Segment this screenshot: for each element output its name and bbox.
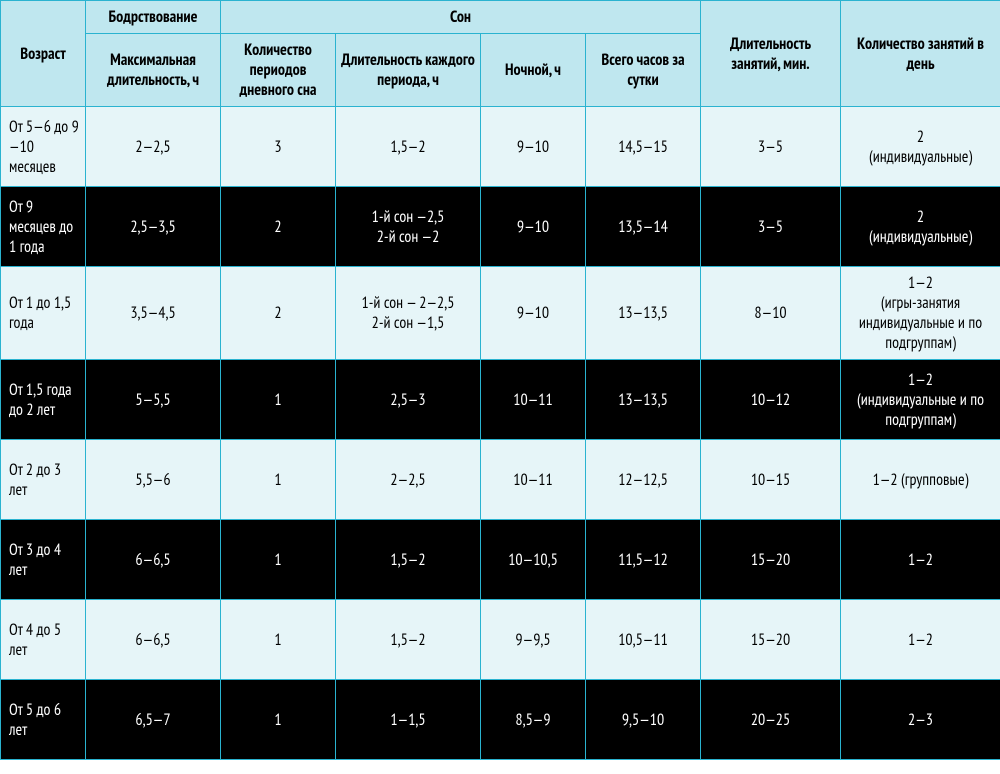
cell-age: От 2 до 3 лет <box>1 440 86 520</box>
table-row: От 3 до 4 лет6—6,511,5—210—10,511,5—1215… <box>1 520 1000 600</box>
cell-lesson_count: 1—2(индивидуальные и по подгруппам) <box>841 360 1000 440</box>
cell-wake_max: 2—2,5 <box>86 107 221 187</box>
cell-lesson_duration: 15—20 <box>701 600 841 680</box>
cell-total: 14,5—15 <box>586 107 701 187</box>
cell-lesson_count: 2(индивидуальные) <box>841 107 1000 187</box>
cell-lesson_count: 2(индивидуальные) <box>841 187 1000 267</box>
cell-nap_count: 3 <box>221 107 336 187</box>
cell-age: От 3 до 4 лет <box>1 520 86 600</box>
cell-total: 13—13,5 <box>586 360 701 440</box>
cell-night: 9—10 <box>481 267 586 360</box>
cell-nap_duration: 1,5—2 <box>336 520 481 600</box>
cell-night: 10—10,5 <box>481 520 586 600</box>
col-header-night: Ночной, ч <box>481 34 586 107</box>
cell-night: 10—11 <box>481 440 586 520</box>
cell-lesson_count: 1—2 (групповые) <box>841 440 1000 520</box>
table-row: От 2 до 3 лет5,5—612—2,510—1112—12,510—1… <box>1 440 1000 520</box>
cell-age: От 5—6 до 9—10 месяцев <box>1 107 86 187</box>
cell-nap_duration: 1-й сон —2,52-й сон —2 <box>336 187 481 267</box>
table-header: Возраст Бодрствование Сон Длительность з… <box>1 1 1000 107</box>
cell-nap_duration: 2,5—3 <box>336 360 481 440</box>
cell-nap_duration: 1—1,5 <box>336 680 481 760</box>
cell-night: 10—11 <box>481 360 586 440</box>
cell-nap_duration: 1,5—2 <box>336 107 481 187</box>
cell-age: От 4 до 5 лет <box>1 600 86 680</box>
cell-lesson_count: 1—2 <box>841 520 1000 600</box>
cell-wake_max: 5—5,5 <box>86 360 221 440</box>
col-header-total: Всего часов за сутки <box>586 34 701 107</box>
col-header-nap-count: Количество периодов дневного сна <box>221 34 336 107</box>
cell-lesson_count: 1—2 <box>841 600 1000 680</box>
cell-lesson_count: 1—2(игры-занятия индивидуальные и по под… <box>841 267 1000 360</box>
cell-nap_count: 2 <box>221 187 336 267</box>
cell-total: 13,5—14 <box>586 187 701 267</box>
cell-lesson_duration: 20—25 <box>701 680 841 760</box>
cell-nap_count: 2 <box>221 267 336 360</box>
cell-nap_count: 1 <box>221 680 336 760</box>
cell-nap_count: 1 <box>221 440 336 520</box>
cell-total: 10,5—11 <box>586 600 701 680</box>
cell-lesson_duration: 8—10 <box>701 267 841 360</box>
col-header-wake-max: Максимальная длительность, ч <box>86 34 221 107</box>
cell-nap_duration: 1-й сон — 2—2,52-й сон —1,5 <box>336 267 481 360</box>
cell-total: 11,5—12 <box>586 520 701 600</box>
col-header-nap-duration: Длительность каждого периода, ч <box>336 34 481 107</box>
table-row: От 5 до 6 лет6,5—711—1,58,5—99,5—1020—25… <box>1 680 1000 760</box>
col-header-lesson-duration: Длительность занятий, мин. <box>701 1 841 107</box>
cell-night: 9—10 <box>481 107 586 187</box>
col-header-lesson-count: Количество занятий в день <box>841 1 1000 107</box>
cell-wake_max: 6—6,5 <box>86 600 221 680</box>
cell-lesson_count: 2—3 <box>841 680 1000 760</box>
cell-age: От 1 до 1,5 года <box>1 267 86 360</box>
table-row: От 5—6 до 9—10 месяцев2—2,531,5—29—1014,… <box>1 107 1000 187</box>
cell-night: 9—10 <box>481 187 586 267</box>
sleep-schedule-table-container: Возраст Бодрствование Сон Длительность з… <box>0 0 1000 760</box>
cell-wake_max: 2,5—3,5 <box>86 187 221 267</box>
cell-age: От 9 месяцев до 1 года <box>1 187 86 267</box>
cell-total: 13—13,5 <box>586 267 701 360</box>
cell-nap_duration: 1,5—2 <box>336 600 481 680</box>
cell-lesson_duration: 10—12 <box>701 360 841 440</box>
cell-wake_max: 6—6,5 <box>86 520 221 600</box>
table-row: От 1 до 1,5 года3,5—4,521-й сон — 2—2,52… <box>1 267 1000 360</box>
cell-night: 8,5—9 <box>481 680 586 760</box>
cell-nap_count: 1 <box>221 520 336 600</box>
cell-nap_duration: 2—2,5 <box>336 440 481 520</box>
cell-age: От 5 до 6 лет <box>1 680 86 760</box>
cell-night: 9—9,5 <box>481 600 586 680</box>
cell-nap_count: 1 <box>221 600 336 680</box>
cell-age: От 1,5 года до 2 лет <box>1 360 86 440</box>
cell-total: 12—12,5 <box>586 440 701 520</box>
cell-lesson_duration: 15—20 <box>701 520 841 600</box>
cell-lesson_duration: 3—5 <box>701 107 841 187</box>
col-header-age: Возраст <box>1 1 86 107</box>
cell-lesson_duration: 3—5 <box>701 187 841 267</box>
col-header-sleep-group: Сон <box>221 1 701 34</box>
cell-total: 9,5—10 <box>586 680 701 760</box>
table-row: От 1,5 года до 2 лет5—5,512,5—310—1113—1… <box>1 360 1000 440</box>
cell-lesson_duration: 10—15 <box>701 440 841 520</box>
table-body: От 5—6 до 9—10 месяцев2—2,531,5—29—1014,… <box>1 107 1000 760</box>
cell-wake_max: 5,5—6 <box>86 440 221 520</box>
table-row: От 9 месяцев до 1 года2,5—3,521-й сон —2… <box>1 187 1000 267</box>
cell-nap_count: 1 <box>221 360 336 440</box>
col-header-wake-group: Бодрствование <box>86 1 221 34</box>
table-row: От 4 до 5 лет6—6,511,5—29—9,510,5—1115—2… <box>1 600 1000 680</box>
sleep-schedule-table: Возраст Бодрствование Сон Длительность з… <box>0 0 1000 760</box>
cell-wake_max: 3,5—4,5 <box>86 267 221 360</box>
cell-wake_max: 6,5—7 <box>86 680 221 760</box>
